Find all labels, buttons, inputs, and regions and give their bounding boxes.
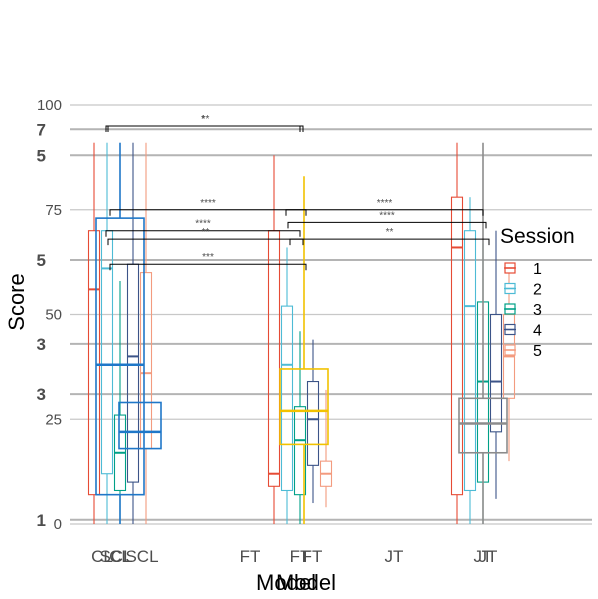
box-JT-session-2 bbox=[463, 197, 477, 524]
overlay-box-CL-1 bbox=[118, 401, 162, 450]
x-tick-label-extra-6: JT bbox=[479, 547, 498, 566]
significance-label-6: **** bbox=[377, 198, 393, 209]
overlay-box-CL-1-body bbox=[118, 401, 162, 450]
legend-item-1: 1 bbox=[504, 261, 542, 278]
y-tick-label-25: 25 bbox=[45, 411, 62, 428]
legend: Session 1 2 3 4 5 bbox=[500, 225, 575, 360]
significance-label-7: **** bbox=[379, 210, 395, 221]
x-tick-label-extra-4: FT bbox=[302, 547, 323, 566]
box-FT-session-2 bbox=[280, 247, 294, 524]
significance-bracket-2 bbox=[109, 209, 307, 216]
box-FT-session-1 bbox=[267, 155, 281, 524]
legend-title: Session bbox=[500, 225, 575, 248]
significance-bracket-3 bbox=[105, 230, 301, 237]
x-tick-label-extra-3: FT bbox=[240, 547, 261, 566]
legend-item-3: 3 bbox=[504, 302, 542, 319]
box-JT-session-2-body bbox=[463, 230, 477, 492]
legend-label-2: 2 bbox=[533, 282, 542, 299]
legend-item-5: 5 bbox=[504, 343, 542, 360]
x-tick-label-JT: JT bbox=[474, 547, 493, 566]
significance-bracket-6 bbox=[285, 209, 484, 216]
box-FT-session-3-body bbox=[293, 406, 307, 496]
overlap-tick-label-0: 7 bbox=[37, 120, 46, 139]
overlay-box-FT-2 bbox=[279, 176, 329, 524]
box-CL-session-2 bbox=[100, 142, 114, 524]
significance-bracket-8 bbox=[289, 238, 490, 246]
overlay-box-JT-3-body bbox=[458, 397, 508, 454]
significance-label-4: ** bbox=[202, 227, 210, 238]
legend-item-2: 2 bbox=[504, 282, 542, 299]
legend-item-4: 4 bbox=[504, 323, 542, 340]
overlay-box-CL-0-body bbox=[95, 217, 145, 496]
significance-bracket-4 bbox=[107, 238, 304, 246]
overlap-tick-label-5: 1 bbox=[37, 511, 46, 530]
overlay-box-FT-2-body bbox=[279, 368, 329, 446]
box-FT-session-4 bbox=[306, 339, 320, 504]
significance-bracket-7 bbox=[287, 221, 487, 229]
legend-label-1: 1 bbox=[533, 261, 542, 278]
y-tick-label-75: 75 bbox=[45, 202, 62, 219]
box-FT-session-5 bbox=[319, 389, 333, 508]
box-JT-session-1-body bbox=[450, 196, 464, 496]
significance-label-5: *** bbox=[202, 252, 214, 263]
box-FT-session-1-body bbox=[267, 230, 281, 487]
box-CL-session-1-body bbox=[87, 230, 101, 496]
box-FT-session-2-body bbox=[280, 305, 294, 492]
overlap-tick-label-3: 3 bbox=[37, 335, 46, 354]
x-tick-label-extra-2: SCL bbox=[125, 547, 158, 566]
significance-label-3: **** bbox=[195, 219, 211, 230]
significance-label-0: * bbox=[201, 114, 205, 125]
box-CL-session-5 bbox=[139, 142, 153, 524]
significance-bracket-5 bbox=[109, 263, 307, 271]
x-tick-label-FT: FT bbox=[290, 547, 311, 566]
overlap-tick-label-2: 5 bbox=[37, 251, 46, 270]
overlap-tick-label-4: 3 bbox=[37, 385, 46, 404]
x-tick-label-extra-5: JT bbox=[385, 547, 404, 566]
overlay-box-JT-3 bbox=[458, 142, 508, 524]
box-CL-session-1 bbox=[87, 142, 101, 524]
overlap-tick-label-1: 5 bbox=[37, 146, 46, 165]
box-CL-session-2-body bbox=[100, 230, 114, 475]
box-JT-session-4 bbox=[489, 230, 503, 499]
significance-label-2: **** bbox=[200, 198, 216, 209]
y-tick-label-0: 0 bbox=[54, 516, 62, 533]
overlay-box-CL-0 bbox=[95, 142, 145, 524]
box-CL-session-4-body bbox=[126, 263, 140, 483]
legend-label-5: 5 bbox=[533, 343, 542, 360]
box-JT-session-4-body bbox=[489, 313, 503, 433]
x-axis-title: Model bbox=[256, 570, 316, 595]
grid-layer bbox=[70, 104, 592, 525]
y-tick-label-100: 100 bbox=[37, 97, 62, 114]
significance-layer: ************************** bbox=[105, 114, 490, 271]
significance-bracket-1 bbox=[107, 125, 304, 132]
box-FT-session-4-body bbox=[306, 380, 320, 466]
legend-label-4: 4 bbox=[533, 323, 542, 340]
box-JT-session-1 bbox=[450, 142, 464, 524]
x-tick-label-extra-0: CL bbox=[91, 547, 113, 566]
y-tick-label-50: 50 bbox=[45, 307, 62, 324]
x-tick-label-CL: CL bbox=[109, 547, 131, 566]
x-axis-title-overlap: Model bbox=[276, 570, 336, 595]
significance-label-1: ** bbox=[202, 114, 210, 125]
y-axis-title: Score bbox=[4, 273, 29, 330]
box-CL-session-4 bbox=[126, 142, 140, 524]
significance-label-8: ** bbox=[386, 227, 394, 238]
box-CL-session-5-body bbox=[139, 272, 153, 450]
x-tick-label-extra-1: SCL bbox=[99, 547, 132, 566]
box-layer bbox=[87, 142, 516, 524]
legend-label-3: 3 bbox=[533, 302, 542, 319]
